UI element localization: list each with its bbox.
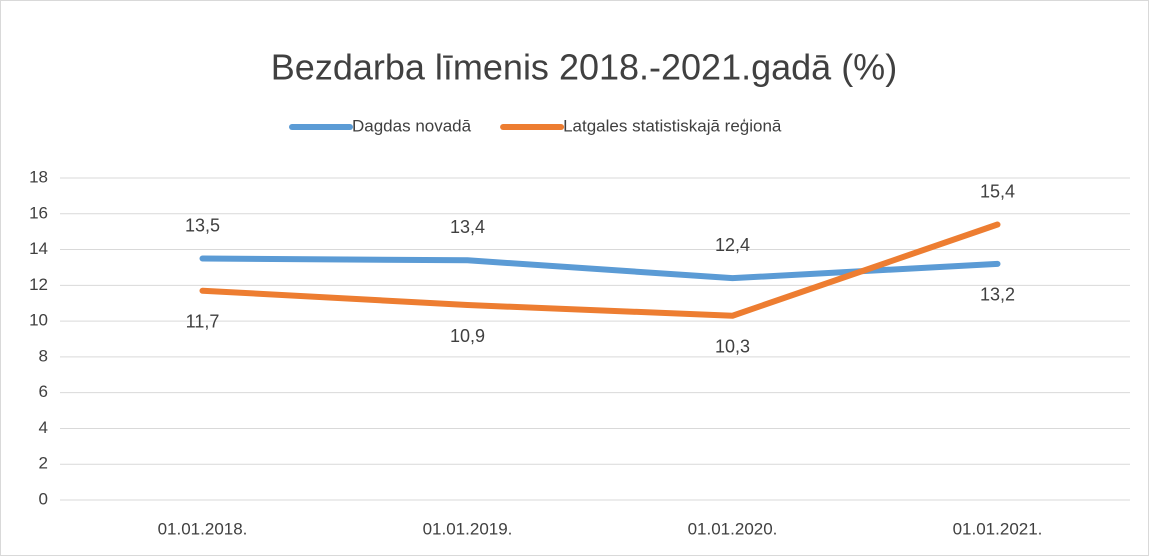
y-tick-label: 12 xyxy=(29,275,48,294)
y-tick-label: 8 xyxy=(39,346,48,365)
x-tick-label: 01.01.2020. xyxy=(688,519,778,538)
y-tick-label: 6 xyxy=(39,382,48,401)
data-label: 10,9 xyxy=(450,326,485,346)
data-label: 13,4 xyxy=(450,217,485,237)
x-tick-label: 01.01.2019. xyxy=(423,519,513,538)
x-tick-label: 01.01.2021. xyxy=(953,519,1043,538)
data-label: 12,4 xyxy=(715,235,750,255)
data-label: 11,7 xyxy=(186,311,220,331)
y-tick-label: 10 xyxy=(29,311,48,330)
legend-label: Latgales statistiskajā reģionā xyxy=(563,116,782,135)
series-line xyxy=(199,221,1001,319)
y-tick-label: 2 xyxy=(39,454,48,473)
data-label: 15,4 xyxy=(980,181,1015,201)
legend-label: Dagdas novadā xyxy=(352,116,472,135)
x-tick-label: 01.01.2018. xyxy=(158,519,248,538)
data-label: 13,2 xyxy=(980,285,1015,305)
y-tick-label: 18 xyxy=(29,167,48,186)
data-label: 10,3 xyxy=(715,336,750,356)
y-tick-label: 0 xyxy=(39,489,48,508)
data-label: 13,5 xyxy=(185,215,220,235)
y-tick-label: 4 xyxy=(39,418,48,437)
y-tick-label: 14 xyxy=(29,239,48,258)
chart-title: Bezdarba līmenis 2018.-2021.gadā (%) xyxy=(271,47,897,88)
y-tick-label: 16 xyxy=(29,203,48,222)
